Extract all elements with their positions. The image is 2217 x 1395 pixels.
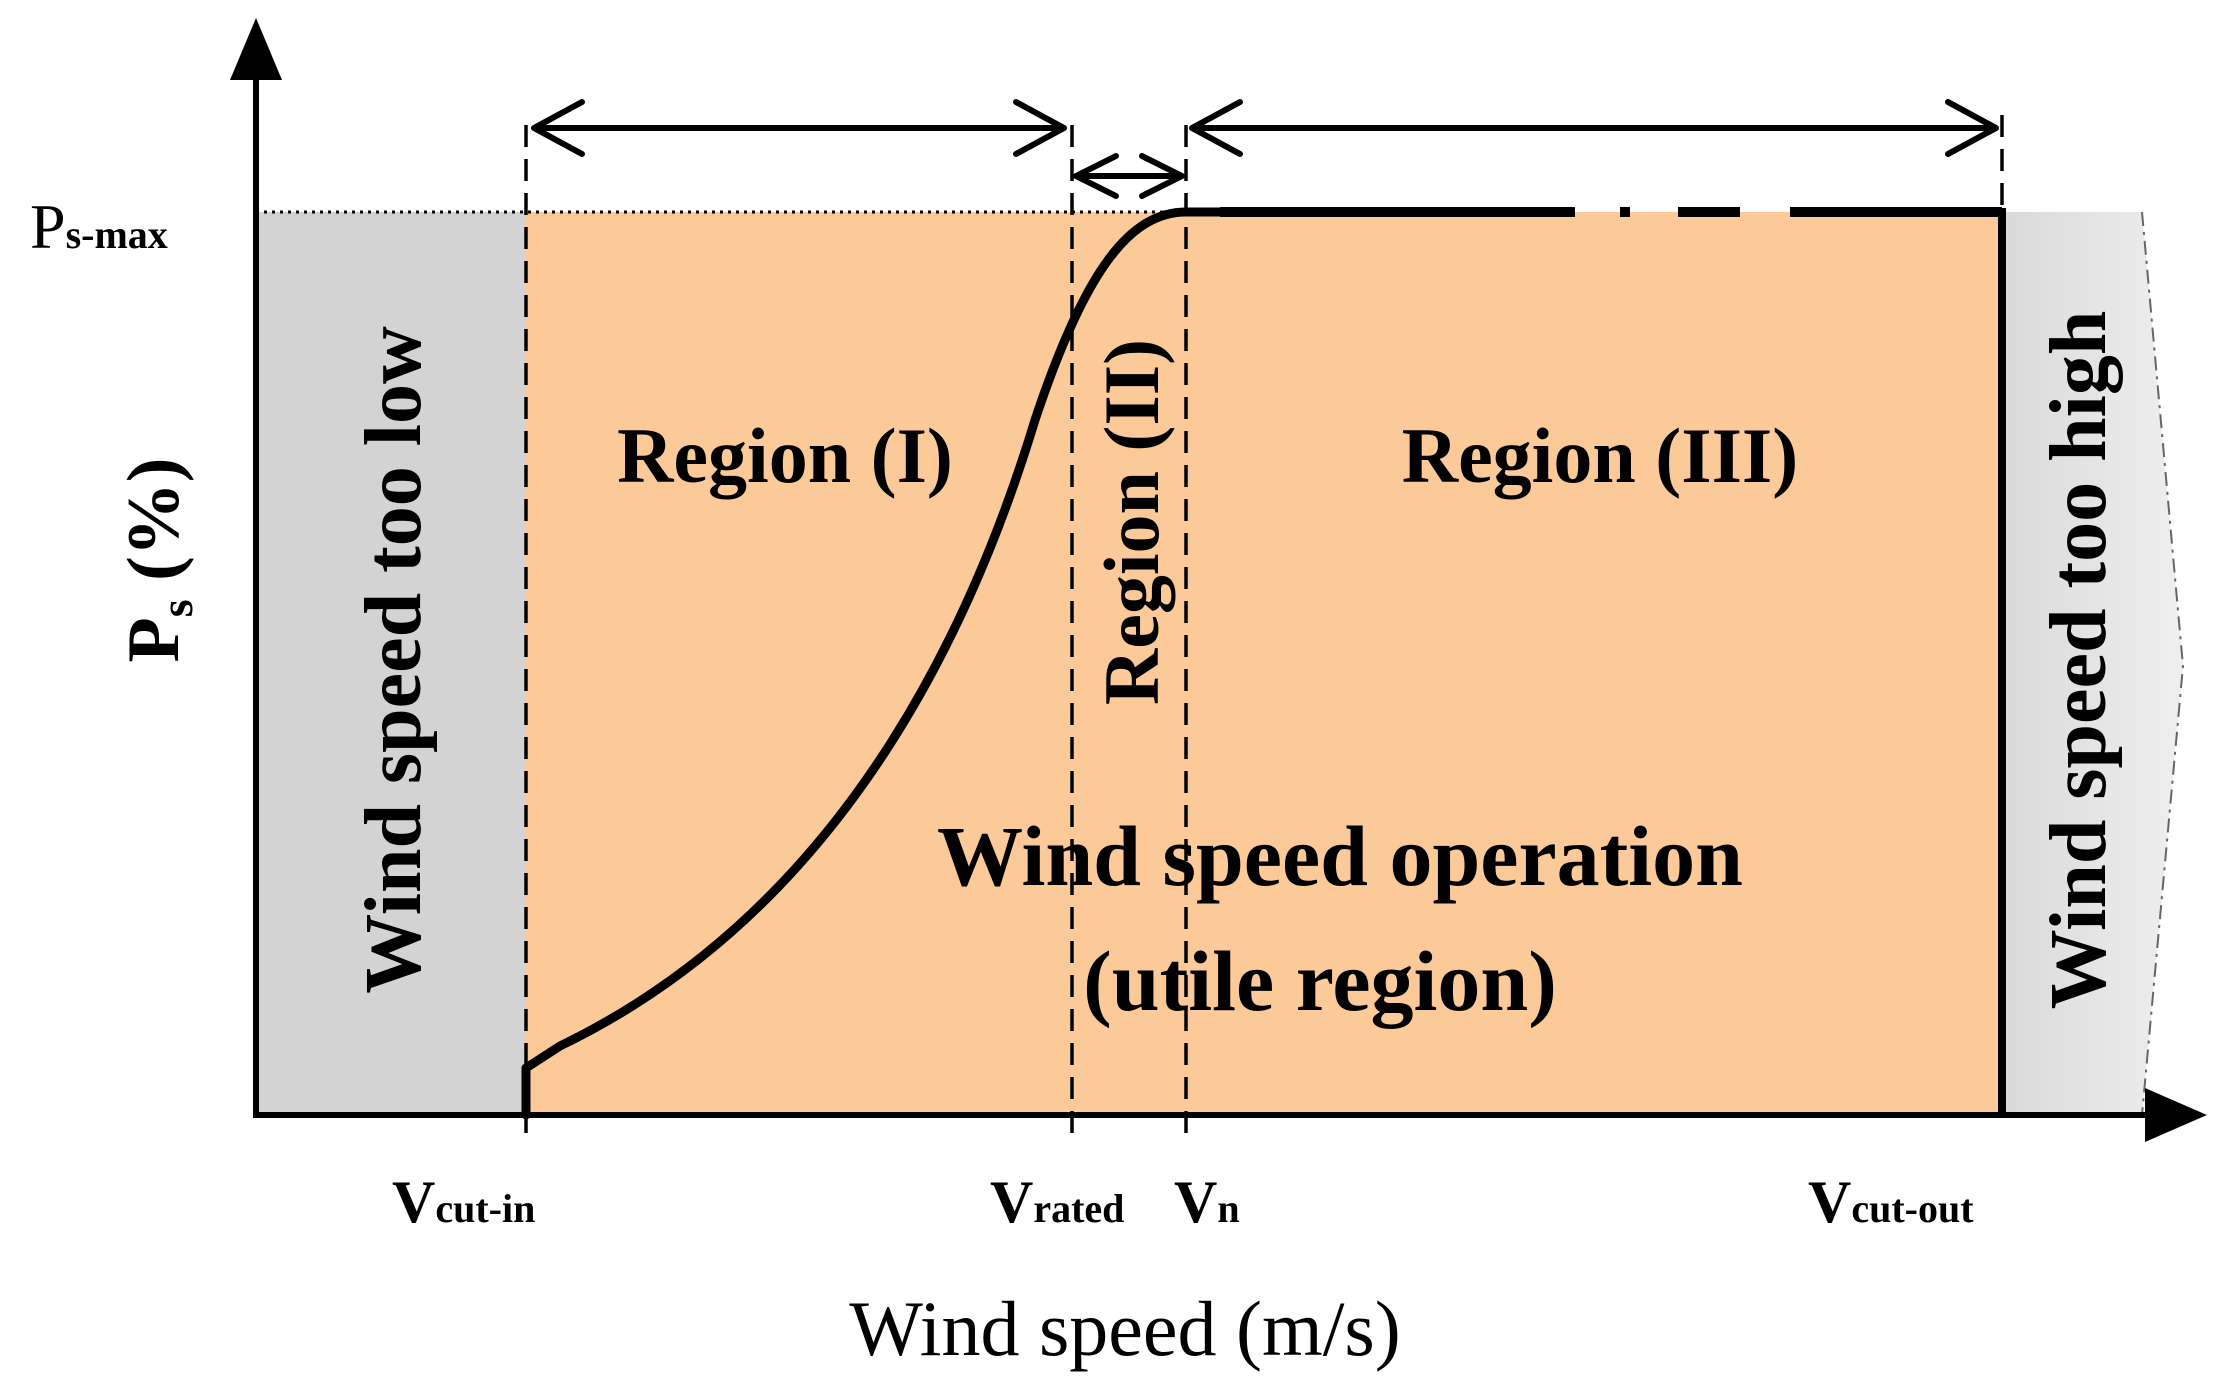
tick-v-n: Vn <box>1174 1169 1240 1235</box>
high-wind-zone-edge <box>2141 211 2185 1116</box>
x-axis-arrowhead <box>2145 1088 2207 1142</box>
low-wind-label: Wind speed too low <box>350 326 438 994</box>
x-axis-label: Wind speed (m/s) <box>849 1285 1400 1372</box>
operating-zone <box>526 212 2002 1115</box>
tick-v-cut-in: Vcut-in <box>392 1169 535 1235</box>
region-1-span-arrow <box>531 99 1067 157</box>
tick-v-rated: Vrated <box>990 1169 1124 1235</box>
region-3-span-arrow <box>1189 99 1999 157</box>
region-2-span-arrow <box>1073 153 1185 199</box>
high-wind-zone <box>2002 212 2183 1115</box>
operation-label-line2: (utile region) <box>1083 933 1557 1029</box>
region-2-label: Region (II) <box>1088 339 1175 705</box>
high-wind-label: Wind speed too high <box>2035 311 2123 1010</box>
region-1-label: Region (I) <box>617 412 953 499</box>
power-curve <box>521 207 1225 1120</box>
region-3-label: Region (III) <box>1402 412 1799 499</box>
low-wind-zone <box>256 212 526 1115</box>
y-axis-label: Ps (%) <box>113 458 202 663</box>
ps-max-label: Ps-max <box>30 191 168 262</box>
operation-label-line1: Wind speed operation <box>937 808 1743 904</box>
y-axis-arrowhead <box>230 18 282 80</box>
tick-v-cut-out: Vcut-out <box>1808 1169 1974 1235</box>
